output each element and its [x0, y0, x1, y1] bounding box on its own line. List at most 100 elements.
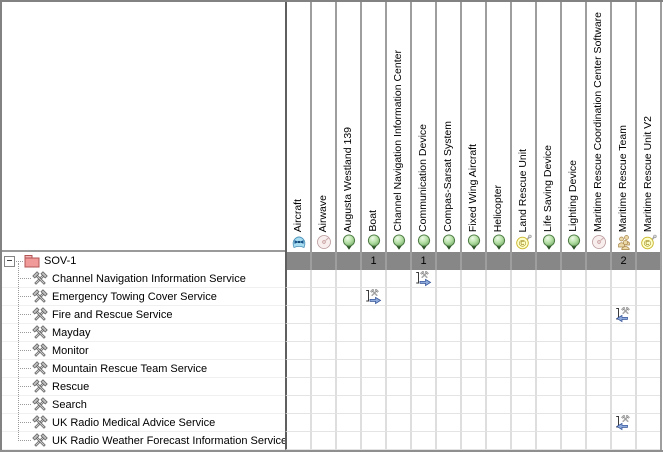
tree-row[interactable]: UK Radio Medical Advice Service — [0, 414, 285, 432]
matrix-cell[interactable] — [510, 414, 535, 432]
tree-row[interactable]: Channel Navigation Information Service — [0, 270, 285, 288]
matrix-cell[interactable] — [335, 306, 360, 324]
matrix-cell[interactable] — [335, 324, 360, 342]
matrix-cell[interactable] — [335, 396, 360, 414]
matrix-cell[interactable] — [410, 324, 435, 342]
matrix-cell[interactable] — [360, 378, 385, 396]
matrix-cell[interactable] — [310, 396, 335, 414]
matrix-cell[interactable] — [635, 360, 660, 378]
matrix-cell[interactable] — [585, 396, 610, 414]
matrix-cell[interactable] — [360, 432, 385, 450]
matrix-cell[interactable] — [460, 342, 485, 360]
matrix-cell[interactable] — [460, 360, 485, 378]
tree-row[interactable]: Rescue — [0, 378, 285, 396]
matrix-cell[interactable] — [485, 414, 510, 432]
matrix-cell[interactable] — [610, 396, 635, 414]
column-header[interactable]: Helicopter — [485, 0, 510, 234]
matrix-cell[interactable] — [510, 360, 535, 378]
matrix-cell[interactable] — [560, 324, 585, 342]
column-header[interactable]: Maritime Rescue Unit V2 — [635, 0, 660, 234]
matrix-cell[interactable] — [310, 414, 335, 432]
matrix-cell[interactable] — [410, 270, 435, 288]
matrix-cell[interactable] — [610, 270, 635, 288]
matrix-cell[interactable] — [360, 342, 385, 360]
matrix-cell[interactable] — [285, 342, 310, 360]
matrix-cell[interactable] — [510, 306, 535, 324]
matrix-cell[interactable] — [385, 414, 410, 432]
column-header[interactable]: Aircraft — [285, 0, 310, 234]
matrix-cell[interactable] — [410, 396, 435, 414]
matrix-cell[interactable] — [335, 270, 360, 288]
matrix-cell[interactable] — [385, 288, 410, 306]
matrix-cell[interactable] — [460, 288, 485, 306]
matrix-cell[interactable] — [610, 288, 635, 306]
matrix-cell[interactable] — [635, 342, 660, 360]
column-header[interactable]: Boat — [360, 0, 385, 234]
column-header[interactable]: Compas-Sarsat System — [435, 0, 460, 234]
matrix-cell[interactable] — [610, 324, 635, 342]
matrix-cell[interactable] — [510, 432, 535, 450]
column-header[interactable]: Augusta Westland 139 — [335, 0, 360, 234]
matrix-cell[interactable] — [360, 270, 385, 288]
matrix-cell[interactable] — [510, 396, 535, 414]
matrix-cell[interactable] — [335, 288, 360, 306]
matrix-cell[interactable] — [535, 396, 560, 414]
matrix-cell[interactable] — [335, 360, 360, 378]
matrix-cell[interactable] — [385, 342, 410, 360]
matrix-cell[interactable] — [510, 342, 535, 360]
matrix-cell[interactable] — [485, 288, 510, 306]
matrix-cell[interactable] — [385, 360, 410, 378]
matrix-cell[interactable] — [435, 378, 460, 396]
matrix-cell[interactable] — [410, 306, 435, 324]
matrix-cell[interactable] — [535, 270, 560, 288]
matrix-cell[interactable] — [435, 396, 460, 414]
collapse-toggle[interactable] — [4, 255, 15, 267]
matrix-cell[interactable] — [385, 324, 410, 342]
matrix-cell[interactable] — [435, 342, 460, 360]
matrix-cell[interactable] — [560, 432, 585, 450]
column-header[interactable]: Maritime Rescue Team — [610, 0, 635, 234]
matrix-cell[interactable] — [310, 378, 335, 396]
matrix-cell[interactable] — [335, 432, 360, 450]
matrix-cell[interactable] — [560, 342, 585, 360]
column-header[interactable]: Communication Device — [410, 0, 435, 234]
matrix-cell[interactable] — [460, 432, 485, 450]
matrix-cell[interactable] — [360, 288, 385, 306]
matrix-cell[interactable] — [585, 378, 610, 396]
column-header[interactable]: Life Saving Device — [535, 0, 560, 234]
matrix-cell[interactable] — [585, 360, 610, 378]
column-header[interactable]: Fixed Wing Aircraft — [460, 0, 485, 234]
tree-row[interactable]: Search — [0, 396, 285, 414]
matrix-cell[interactable] — [610, 342, 635, 360]
tree-row[interactable]: Emergency Towing Cover Service — [0, 288, 285, 306]
matrix-cell[interactable] — [610, 360, 635, 378]
matrix-cell[interactable] — [560, 378, 585, 396]
matrix-cell[interactable] — [410, 360, 435, 378]
matrix-cell[interactable] — [310, 432, 335, 450]
matrix-cell[interactable] — [285, 378, 310, 396]
matrix-cell[interactable] — [560, 414, 585, 432]
tree-row[interactable]: Fire and Rescue Service — [0, 306, 285, 324]
matrix-cell[interactable] — [335, 414, 360, 432]
matrix-cell[interactable] — [535, 378, 560, 396]
matrix-cell[interactable] — [285, 396, 310, 414]
matrix-cell[interactable] — [385, 270, 410, 288]
column-header[interactable]: Lighting Device — [560, 0, 585, 234]
matrix-cell[interactable] — [485, 360, 510, 378]
matrix-cell[interactable] — [410, 288, 435, 306]
matrix-cell[interactable] — [560, 396, 585, 414]
matrix-cell[interactable] — [410, 414, 435, 432]
matrix-cell[interactable] — [560, 288, 585, 306]
matrix-cell[interactable] — [585, 306, 610, 324]
matrix-cell[interactable] — [635, 378, 660, 396]
matrix-cell[interactable] — [635, 306, 660, 324]
matrix-cell[interactable] — [360, 324, 385, 342]
matrix-cell[interactable] — [610, 414, 635, 432]
matrix-cell[interactable] — [435, 360, 460, 378]
matrix-cell[interactable] — [635, 270, 660, 288]
matrix-cell[interactable] — [560, 360, 585, 378]
matrix-cell[interactable] — [360, 414, 385, 432]
matrix-cell[interactable] — [585, 270, 610, 288]
matrix-cell[interactable] — [310, 324, 335, 342]
matrix-cell[interactable] — [485, 342, 510, 360]
